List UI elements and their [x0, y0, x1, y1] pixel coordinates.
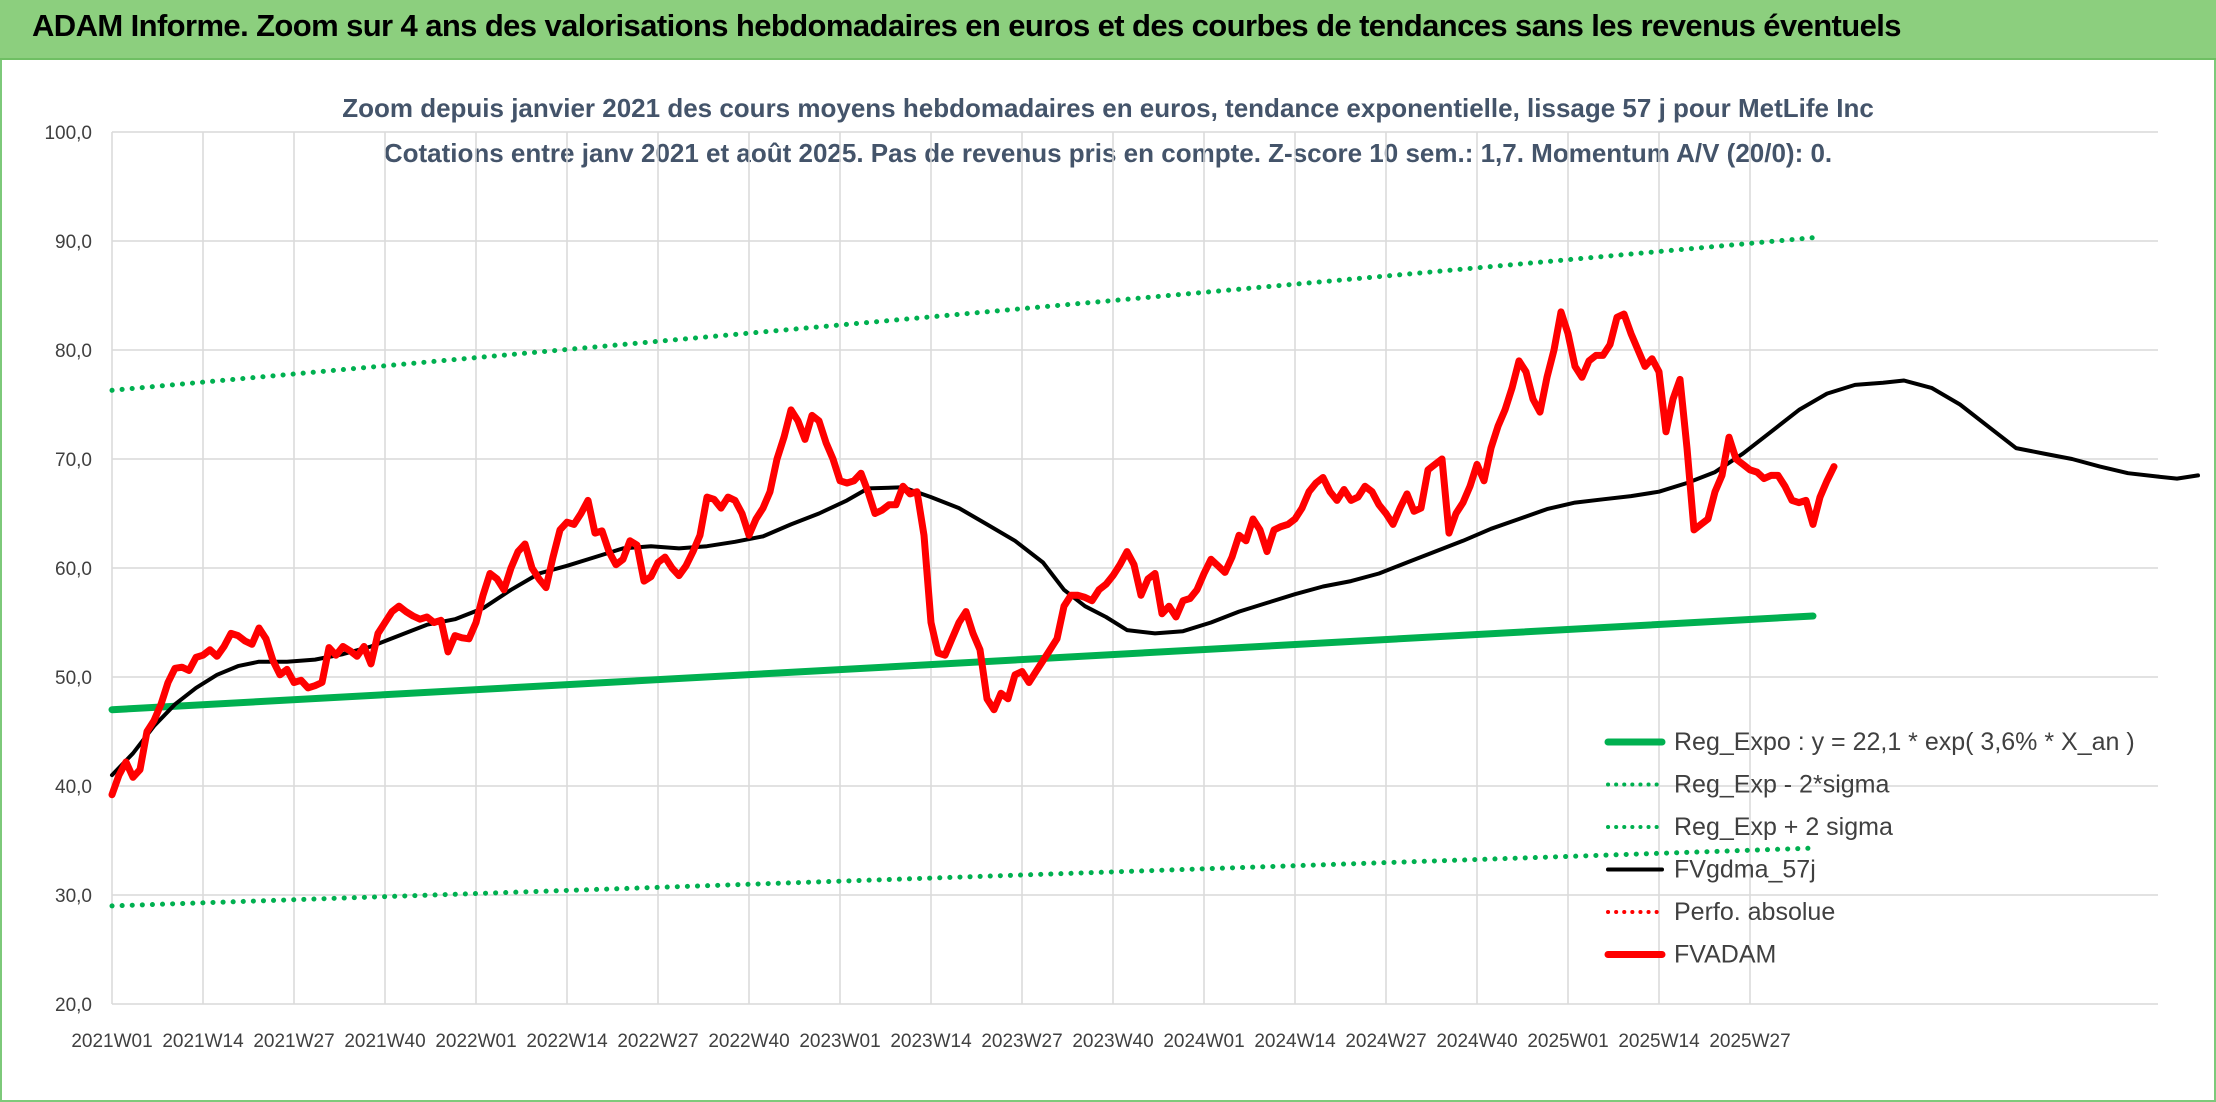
x-tick-label: 2025W27 [1709, 1031, 1790, 1052]
x-tick-label: 2021W14 [162, 1031, 244, 1052]
y-tick-label: 80,0 [55, 341, 92, 362]
legend-label: FVADAM [1674, 941, 1776, 969]
x-tick-label: 2022W01 [435, 1031, 516, 1052]
series-line-fvgdma-57j [110, 378, 2200, 778]
legend-label: Perfo. absolue [1674, 898, 1835, 926]
x-tick-label: 2023W14 [890, 1031, 972, 1052]
x-tick-label: 2025W01 [1527, 1031, 1608, 1052]
header-bar: ADAM Informe. Zoom sur 4 ans des valoris… [0, 0, 2216, 60]
series-line-reg-exp-2-sigma [109, 235, 1816, 393]
chart-subtitle-line2: Cotations entre janv 2021 et août 2025. … [384, 138, 1832, 168]
x-tick-label: 2025W14 [1618, 1031, 1700, 1052]
y-tick-label: 60,0 [55, 559, 92, 580]
x-tick-label: 2022W27 [617, 1031, 698, 1052]
x-axis: 2021W01 2021W14 2021W27 2021W40 2022W01 2022W… [71, 1031, 1790, 1052]
legend: Reg_Expo : y = 22,1 * exp( 3,6% * X_an )… [1604, 728, 2135, 969]
series-group [108, 235, 2200, 909]
x-tick-label: 2023W40 [1072, 1031, 1153, 1052]
legend-label: Reg_Expo : y = 22,1 * exp( 3,6% * X_an ) [1674, 728, 2135, 756]
y-tick-label: 70,0 [55, 450, 92, 471]
legend-label: FVgdma_57j [1674, 856, 1816, 884]
y-tick-label: 30,0 [55, 886, 92, 907]
x-tick-label: 2023W27 [981, 1031, 1062, 1052]
y-tick-label: 20,0 [55, 995, 92, 1016]
legend-label: Reg_Exp - 2*sigma [1674, 771, 1889, 799]
legend-label: Reg_Exp + 2 sigma [1674, 813, 1893, 841]
x-tick-label: 2022W40 [708, 1031, 789, 1052]
x-tick-label: 2024W40 [1436, 1031, 1517, 1052]
x-tick-label: 2024W27 [1345, 1031, 1426, 1052]
x-tick-label: 2024W01 [1163, 1031, 1244, 1052]
x-tick-label: 2022W14 [526, 1031, 608, 1052]
x-tick-label: 2024W14 [1254, 1031, 1336, 1052]
y-axis: 20,0 30,0 40,0 50,0 60,0 70,0 80,0 90,0 100,0 [44, 123, 92, 1016]
chart-subtitle-line1: Zoom depuis janvier 2021 des cours moyen… [342, 93, 1874, 123]
y-tick-label: 50,0 [55, 668, 92, 689]
x-tick-label: 2021W01 [71, 1031, 152, 1052]
series-line-reg-expo-y-22-1-exp-3-6-x-an [108, 612, 1817, 714]
x-tick-label: 2021W27 [253, 1031, 334, 1052]
grid [111, 131, 2158, 1005]
page-title: ADAM Informe. Zoom sur 4 ans des valoris… [32, 8, 1902, 43]
series-line-fvadam [108, 308, 1838, 799]
x-tick-label: 2021W40 [344, 1031, 425, 1052]
x-tick-label: 2023W01 [799, 1031, 880, 1052]
series-line-reg-exp-2-sigma [109, 845, 1816, 909]
y-tick-label: 90,0 [55, 232, 92, 253]
y-tick-label: 100,0 [44, 123, 92, 144]
y-tick-label: 40,0 [55, 777, 92, 798]
